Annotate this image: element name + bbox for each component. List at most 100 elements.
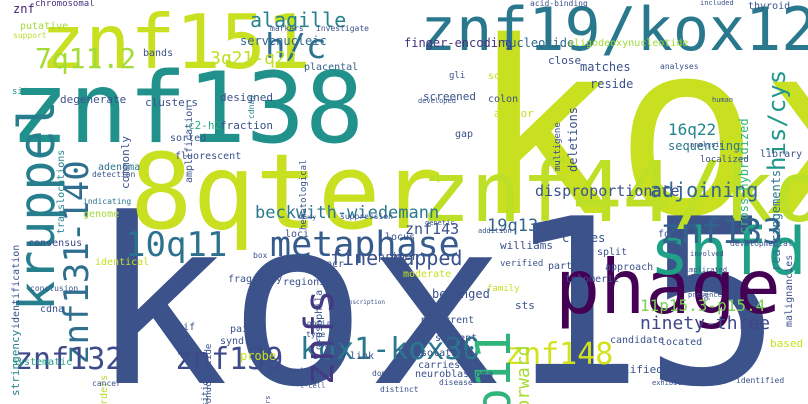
word-gli: gli — [449, 71, 466, 81]
word-reside: reside — [590, 77, 634, 91]
word-split: split — [597, 247, 628, 258]
word-addition: addition — [478, 227, 512, 235]
word-partial: partial — [548, 261, 591, 272]
word-clusters: clusters — [145, 96, 198, 109]
word-identified: identified — [736, 376, 785, 385]
word-probe: probe — [240, 349, 277, 363]
word-suppression: suppression — [340, 212, 393, 221]
word-znf151: znf151 — [40, 0, 311, 86]
word-deletions: deletions — [566, 106, 580, 172]
word-exemplified: exemplified — [590, 363, 663, 376]
word-type: type — [306, 330, 326, 339]
word-human: human — [712, 96, 734, 104]
word-degenerate: degenerate — [60, 93, 127, 106]
word-clones: clones — [562, 231, 606, 245]
word-ninety-three: ninety-three — [640, 313, 771, 334]
word-fraction: fraction — [220, 119, 273, 132]
word-moderate: moderate — [403, 269, 452, 280]
word-t-cell: t-cell — [300, 382, 326, 390]
word-syndrome: syndrome — [220, 336, 269, 347]
word-williams: williams — [500, 239, 553, 252]
word-translocations: translocations — [56, 149, 67, 234]
word-motif: motif — [165, 322, 196, 333]
word-acid-binding: acid-binding — [530, 0, 588, 8]
word-znf138: znf138 — [10, 52, 365, 166]
word-exhibit: exhibit — [652, 379, 682, 387]
word-malignancies: malignancies — [784, 254, 795, 327]
word-disease: disease — [439, 378, 473, 387]
word-fine-mapped: fine-mapped — [330, 246, 463, 270]
word-cdna: cdna — [40, 304, 65, 315]
word-locus: locus — [385, 232, 416, 243]
word-8qter: 8qter — [130, 131, 444, 253]
word-16p11: 16p11 — [466, 330, 522, 404]
word-indicating: indicating — [83, 197, 132, 206]
word-commonly: commonly — [119, 136, 132, 189]
word-kox1-kox30: kox1-kox30 — [300, 332, 481, 367]
word-chromosomal: chromosomal — [35, 0, 95, 9]
word-cancer: cancer — [92, 379, 121, 388]
word-recurrent: recurrent — [420, 315, 475, 326]
word-sts: sts — [515, 299, 535, 312]
word-pairs: pairs — [230, 324, 261, 335]
word-znf19-kox12: znf19/kox12 — [420, 0, 808, 65]
word-znf139: znf139 — [175, 342, 284, 377]
word-investigate: investigate — [316, 24, 369, 33]
word-servenucleic: servenucleic — [240, 34, 327, 48]
word-gap: gap — [455, 129, 474, 140]
word-primer: primer — [378, 250, 418, 263]
word-link: link — [350, 351, 375, 362]
word-11p15-3-p15-4: 11p15.3-p15.4 — [640, 296, 766, 315]
word-approach: approach — [605, 262, 654, 273]
word-presence: presence — [688, 291, 722, 299]
word-kox15: kox15 — [90, 171, 783, 404]
word-identification: identification — [11, 244, 22, 329]
word-regions: regions — [283, 277, 326, 288]
word-oligonucleotide: oligonucleotide — [204, 343, 214, 404]
word-isolation: isolation — [415, 348, 470, 359]
word-localized: localized — [700, 155, 749, 165]
word-znf143: znf143 — [405, 220, 460, 238]
word-multigene: multigene — [553, 122, 563, 171]
word-znf44-kox7: znf44/kox7 — [420, 143, 808, 241]
word-located: located — [660, 337, 703, 348]
word-family: family — [487, 284, 520, 294]
word-situ: situ — [12, 87, 34, 97]
word-solid: solid — [488, 71, 519, 82]
word-domain: domain — [372, 369, 401, 378]
word-cross-hybridized: cross-hybridized — [737, 118, 751, 234]
word-kox4: kox4 — [470, 0, 808, 270]
word-screened: screened — [423, 90, 476, 103]
word-sorted: sorted — [170, 133, 207, 144]
word-beckwith-wiedemann: beckwith-wiedemann — [255, 203, 440, 223]
word-thyroid: thyroid — [748, 1, 791, 12]
word-straightforward: straightforward — [513, 345, 534, 404]
word-znf148: znf148 — [505, 337, 614, 372]
word-set: set — [293, 256, 310, 266]
word-tumors: tumors — [268, 366, 297, 375]
word-designed: designed — [220, 91, 273, 104]
word-rearrangements: rearrangements — [769, 169, 783, 271]
word-disproportionate: disproportionate — [535, 182, 680, 200]
word-colon: colon — [488, 94, 519, 105]
word-metaphase: metaphase — [270, 225, 460, 265]
word-shfd1: shfd1 — [650, 215, 808, 290]
word-candidate: candidate — [610, 335, 665, 346]
word-distinct: distinct — [380, 385, 419, 394]
word-matches: matches — [580, 60, 631, 74]
word-putative: putative — [20, 21, 69, 32]
word-systematic: systematic — [12, 357, 73, 368]
word-16q22: 16q22 — [668, 120, 717, 139]
word-10q11: 10q11 — [125, 225, 228, 265]
word-neuroblastoma: neuroblastoma — [415, 369, 494, 380]
word-developmental: developmental — [730, 239, 793, 248]
word-support: support — [13, 31, 47, 40]
word-identical: identical — [95, 257, 150, 268]
word-phage: phage — [555, 243, 781, 331]
word-foot: foot — [658, 229, 683, 240]
word-confirmed: confirmed — [302, 319, 346, 328]
word-carries: carries — [418, 360, 461, 371]
word-based: based — [770, 337, 804, 350]
word-study: study — [298, 214, 317, 221]
word-bands: bands — [143, 48, 174, 59]
